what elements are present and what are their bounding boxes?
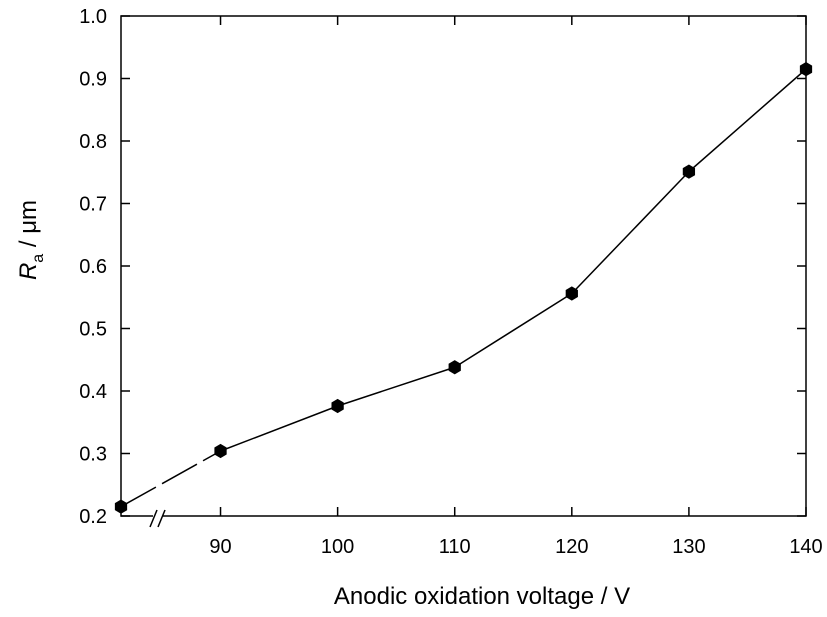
y-tick-label: 0.5: [79, 319, 107, 341]
series-line-segment: [120, 450, 221, 508]
y-tick-label: 0.3: [79, 444, 107, 466]
y-axis-title: Ra / μm: [15, 200, 47, 280]
y-axis-unit: / μm: [15, 200, 42, 254]
data-point-marker: [214, 443, 227, 459]
data-point-marker: [331, 398, 344, 414]
series-line-segment: [571, 171, 690, 295]
x-tick-label: 100: [321, 536, 354, 558]
data-point-marker: [565, 286, 578, 301]
x-tick-label: 140: [789, 536, 822, 558]
axis-break-mark: [149, 509, 158, 528]
y-tick-label: 1.0: [79, 6, 107, 28]
y-tick-label: 0.8: [79, 131, 107, 153]
axis-break-mark: [157, 509, 166, 528]
series-line-segment: [337, 366, 455, 407]
data-point-marker: [682, 164, 696, 179]
y-tick-label: 0.9: [79, 69, 107, 91]
series-line-segment: [688, 68, 807, 173]
x-tick-label: 110: [439, 536, 471, 558]
x-tick-label: 120: [555, 536, 588, 558]
y-tick-label: 0.6: [79, 256, 107, 278]
axis-break-gap: [153, 510, 163, 522]
series-line-segment: [454, 292, 573, 368]
x-tick-label: 90: [209, 536, 231, 558]
x-axis-title: Anodic oxidation voltage / V: [334, 583, 630, 610]
data-point-marker: [799, 62, 813, 77]
data-point-marker: [114, 499, 128, 514]
y-axis-symbol: R: [15, 263, 42, 280]
y-axis-subscript: a: [30, 254, 47, 263]
y-tick-label: 0.2: [79, 506, 107, 528]
x-tick-label: 130: [672, 536, 705, 558]
plot-area: 0.2 0.3 0.4 0.5 0.6 0.7 0.8 0.9 1.0 90 100 110 120 13…: [79, 6, 823, 558]
plot-frame: [120, 15, 807, 517]
data-point-marker: [448, 360, 461, 375]
series-line-segment: [220, 405, 338, 452]
y-tick-label: 0.4: [79, 381, 107, 403]
y-tick-label: 0.7: [79, 194, 107, 216]
